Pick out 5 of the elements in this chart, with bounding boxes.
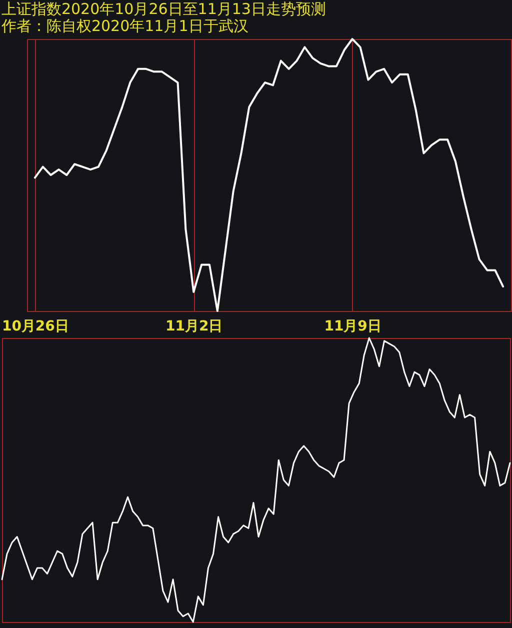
- chart-title: 上证指数2020年10月26日至11月13日走势预测: [1, 0, 326, 18]
- x-tick-label: 10月26日: [2, 318, 69, 334]
- x-tick-label: 11月9日: [324, 318, 382, 334]
- chart-subtitle: 作者：陈自权2020年11月1日于武汉: [0, 17, 248, 35]
- x-tick-label: 11月2日: [166, 318, 223, 334]
